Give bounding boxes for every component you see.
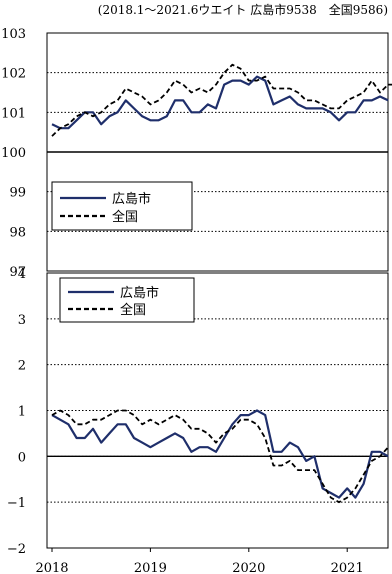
x-tick-label: 2021	[331, 561, 364, 574]
y-tick-label: 98	[9, 225, 26, 240]
plot-frame	[46, 32, 389, 272]
plot-frame	[46, 272, 389, 549]
y-tick-label: 1	[18, 405, 26, 420]
y-tick-label: 101	[1, 106, 26, 121]
y-tick-label: 3	[18, 313, 26, 328]
y-tick-label: 103	[1, 27, 26, 42]
series-line-national	[51, 63, 392, 137]
y-tick-label: 99	[9, 186, 26, 201]
y-tick-label: −1	[7, 496, 26, 511]
series-line-national	[51, 409, 389, 504]
y-tick-label: 97	[9, 265, 26, 280]
legend-box	[59, 277, 195, 323]
y-tick-label: 2	[18, 359, 26, 374]
y-tick-label: −2	[7, 542, 26, 557]
legend-box	[51, 181, 193, 231]
x-tick-label: 2020	[232, 561, 265, 574]
series-line-hiroshima	[51, 75, 389, 130]
legend-label-national: 全国	[112, 209, 138, 225]
y-tick-label: 0	[18, 450, 26, 465]
series-line-hiroshima	[51, 409, 389, 499]
x-tick-label: 2018	[35, 561, 68, 574]
legend-label-national: 全国	[120, 302, 146, 318]
legend-label-hiroshima: 広島市	[120, 285, 159, 301]
weight-note: (2018.1～2021.6ウエイト 広島市9538 全国9586)	[98, 2, 388, 17]
x-tick-label: 2019	[134, 561, 167, 574]
y-tick-label: 4	[18, 267, 26, 282]
legend-label-hiroshima: 広島市	[112, 191, 151, 207]
y-tick-label: 102	[1, 67, 26, 82]
y-tick-label: 100	[1, 146, 26, 161]
